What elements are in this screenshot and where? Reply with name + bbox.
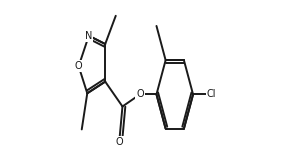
Text: Cl: Cl bbox=[206, 89, 216, 99]
Text: O: O bbox=[75, 61, 82, 71]
Text: O: O bbox=[115, 137, 123, 147]
Text: N: N bbox=[85, 31, 93, 41]
Text: O: O bbox=[136, 89, 144, 99]
